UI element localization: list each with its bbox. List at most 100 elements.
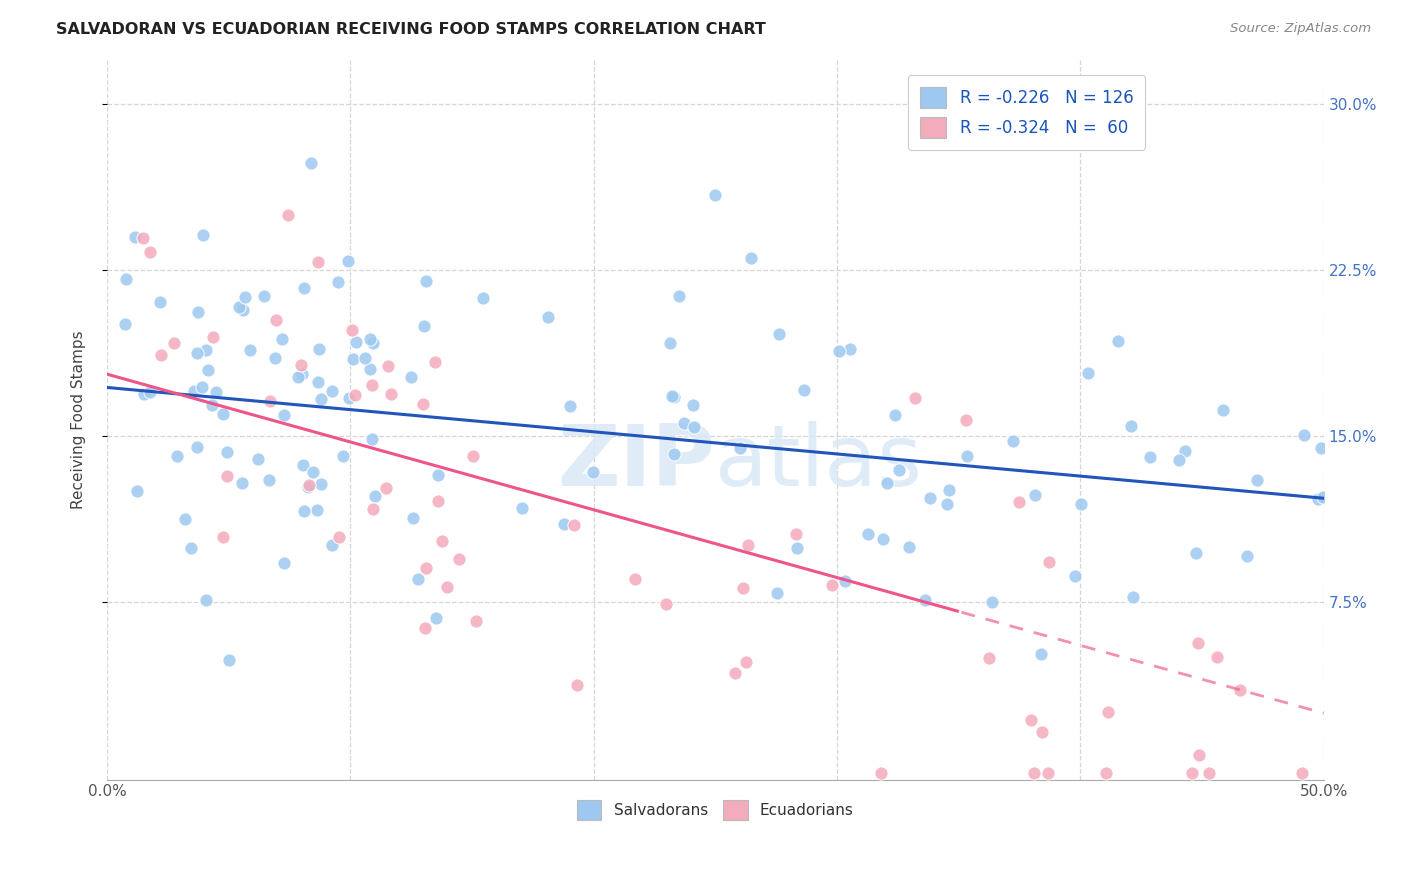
Point	[582, 465, 605, 479]
Point	[233, 290, 256, 304]
Point	[298, 478, 321, 492]
Point	[876, 475, 898, 490]
Point	[302, 465, 325, 479]
Point	[793, 383, 815, 397]
Point	[180, 541, 202, 555]
Point	[1168, 453, 1191, 467]
Point	[377, 359, 399, 373]
Point	[1008, 495, 1031, 509]
Point	[290, 358, 312, 372]
Point	[194, 343, 217, 357]
Point	[149, 294, 172, 309]
Point	[1095, 766, 1118, 780]
Point	[562, 518, 585, 533]
Point	[1097, 705, 1119, 719]
Point	[359, 332, 381, 346]
Point	[183, 384, 205, 398]
Point	[211, 530, 233, 544]
Point	[191, 227, 214, 242]
Point	[785, 527, 807, 541]
Point	[264, 313, 287, 327]
Point	[1246, 473, 1268, 487]
Point	[737, 538, 759, 552]
Point	[955, 412, 977, 426]
Point	[423, 355, 446, 369]
Point	[1038, 555, 1060, 569]
Point	[839, 342, 862, 356]
Point	[292, 504, 315, 518]
Point	[212, 407, 235, 421]
Text: atlas: atlas	[716, 421, 924, 504]
Point	[380, 387, 402, 401]
Point	[187, 305, 209, 319]
Point	[662, 447, 685, 461]
Point	[361, 432, 384, 446]
Point	[1122, 590, 1144, 604]
Point	[981, 594, 1004, 608]
Point	[1198, 766, 1220, 780]
Point	[786, 541, 808, 555]
Point	[425, 610, 447, 624]
Point	[914, 593, 936, 607]
Point	[1024, 766, 1046, 780]
Point	[292, 281, 315, 295]
Point	[321, 538, 343, 552]
Point	[114, 272, 136, 286]
Point	[343, 387, 366, 401]
Point	[1121, 418, 1143, 433]
Point	[1031, 725, 1053, 739]
Point	[898, 540, 921, 554]
Point	[287, 370, 309, 384]
Point	[463, 449, 485, 463]
Point	[740, 252, 762, 266]
Point	[464, 614, 486, 628]
Point	[1310, 441, 1333, 455]
Point	[374, 481, 396, 495]
Point	[1229, 682, 1251, 697]
Point	[668, 289, 690, 303]
Point	[413, 319, 436, 334]
Point	[321, 384, 343, 399]
Point	[218, 653, 240, 667]
Point	[413, 621, 436, 635]
Point	[672, 416, 695, 430]
Point	[733, 582, 755, 596]
Point	[326, 275, 349, 289]
Point	[305, 503, 328, 517]
Point	[257, 473, 280, 487]
Point	[205, 385, 228, 400]
Point	[828, 344, 851, 359]
Point	[215, 469, 238, 483]
Point	[186, 346, 208, 360]
Point	[1306, 491, 1329, 506]
Point	[659, 335, 682, 350]
Point	[1187, 635, 1209, 649]
Point	[735, 655, 758, 669]
Point	[1064, 569, 1087, 583]
Point	[361, 377, 384, 392]
Point	[412, 396, 434, 410]
Point	[363, 489, 385, 503]
Point	[430, 534, 453, 549]
Point	[342, 352, 364, 367]
Point	[537, 310, 560, 325]
Point	[359, 362, 381, 376]
Point	[870, 766, 893, 780]
Point	[259, 393, 281, 408]
Point	[427, 468, 450, 483]
Point	[273, 409, 295, 423]
Point	[682, 398, 704, 412]
Point	[1036, 766, 1059, 780]
Point	[1212, 403, 1234, 417]
Point	[132, 386, 155, 401]
Point	[277, 208, 299, 222]
Point	[1021, 713, 1043, 727]
Point	[1070, 497, 1092, 511]
Point	[163, 336, 186, 351]
Point	[918, 491, 941, 505]
Point	[1188, 748, 1211, 763]
Point	[956, 450, 979, 464]
Point	[904, 391, 927, 405]
Point	[553, 517, 575, 532]
Point	[217, 445, 239, 459]
